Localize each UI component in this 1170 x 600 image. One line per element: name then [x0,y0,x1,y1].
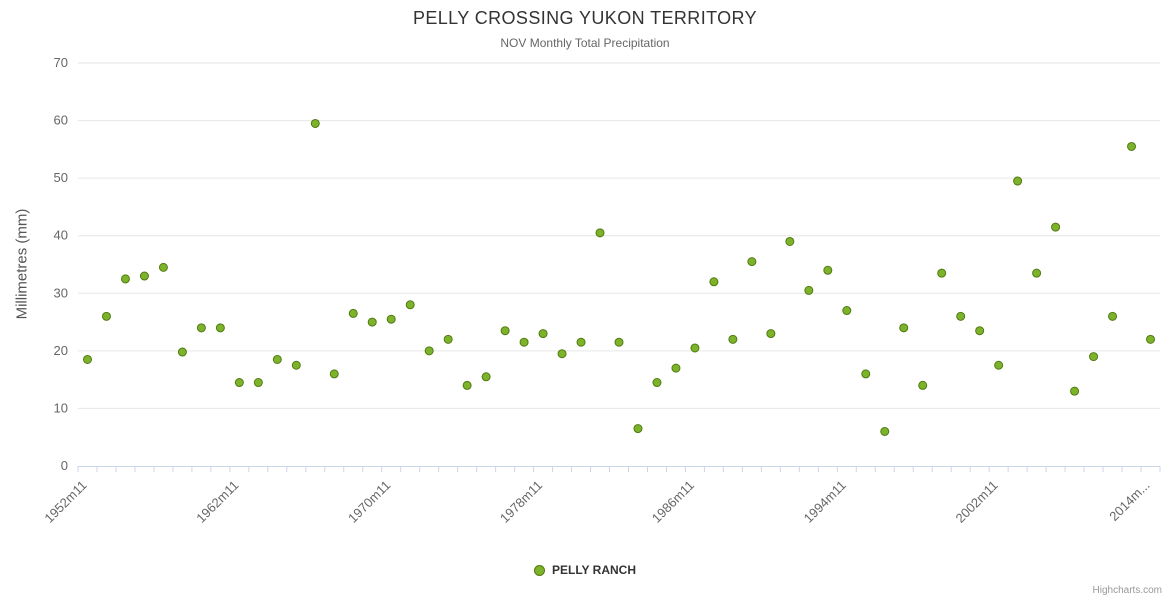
scatter-point[interactable] [500,326,510,336]
scatter-point[interactable] [272,354,282,364]
scatter-point[interactable] [823,265,833,275]
scatter-point[interactable] [747,257,757,267]
scatter-point[interactable] [614,337,624,347]
scatter-point[interactable] [671,363,681,373]
scatter-point[interactable] [557,349,567,359]
scatter-point[interactable] [899,323,909,333]
scatter-point[interactable] [1146,334,1156,344]
scatter-point[interactable] [538,329,548,339]
y-axis-tick-label: 70 [54,55,68,70]
scatter-point[interactable] [576,337,586,347]
scatter-point[interactable] [1089,352,1099,362]
scatter-point[interactable] [652,378,662,388]
scatter-point[interactable] [994,360,1004,370]
scatter-point[interactable] [177,347,187,357]
x-axis-tick-label: 1986m11 [649,478,697,526]
scatter-point[interactable] [215,323,225,333]
credits-link[interactable]: Highcharts.com [1092,585,1162,596]
scatter-point[interactable] [728,334,738,344]
scatter-point[interactable] [234,378,244,388]
scatter-point[interactable] [804,285,814,295]
scatter-point[interactable] [842,306,852,316]
scatter-point[interactable] [120,274,130,284]
scatter-point[interactable] [82,354,92,364]
scatter-point[interactable] [386,314,396,324]
x-axis-tick-label: 2014m... [1106,478,1152,524]
scatter-point[interactable] [633,424,643,434]
scatter-point[interactable] [519,337,529,347]
y-axis-tick-label: 40 [54,228,68,243]
scatter-point[interactable] [405,300,415,310]
scatter-point[interactable] [861,369,871,379]
scatter-point[interactable] [956,311,966,321]
x-axis-tick-label: 1994m11 [801,478,849,526]
scatter-point[interactable] [1070,386,1080,396]
scatter-point[interactable] [443,334,453,344]
scatter-point[interactable] [975,326,985,336]
y-axis-tick-label: 30 [54,285,68,300]
scatter-point[interactable] [766,329,776,339]
scatter-point[interactable] [1108,311,1118,321]
scatter-point[interactable] [367,317,377,327]
scatter-point[interactable] [880,426,890,436]
y-axis-tick-label: 50 [54,170,68,185]
y-axis-tick-label: 10 [54,400,68,415]
scatter-point[interactable] [462,380,472,390]
y-axis-tick-label: 60 [54,113,68,128]
scatter-point[interactable] [785,236,795,246]
scatter-point[interactable] [1051,222,1061,232]
y-axis-tick-label: 20 [54,343,68,358]
legend-label: PELLY RANCH [551,563,637,577]
scatter-point[interactable] [424,346,434,356]
scatter-point[interactable] [595,228,605,238]
scatter-point[interactable] [937,268,947,278]
scatter-point[interactable] [1013,176,1023,186]
scatter-point[interactable] [1032,268,1042,278]
scatter-point[interactable] [196,323,206,333]
scatter-point[interactable] [310,118,320,128]
scatter-point[interactable] [101,311,111,321]
x-axis-tick-label: 2002m11 [953,478,1001,526]
scatter-point[interactable] [291,360,301,370]
x-axis-tick-label: 1978m11 [497,478,545,526]
x-axis-tick-label: 1952m11 [41,478,89,526]
scatter-point[interactable] [348,308,358,318]
y-axis-tick-label: 0 [61,458,68,473]
scatter-point[interactable] [481,372,491,382]
scatter-point[interactable] [709,277,719,287]
x-axis-tick-label: 1962m11 [193,478,241,526]
scatter-point[interactable] [1127,141,1137,151]
scatter-point[interactable] [253,378,263,388]
legend-marker-icon [533,564,545,576]
chart-title: PELLY CROSSING YUKON TERRITORY [412,8,758,28]
scatter-point[interactable] [690,343,700,353]
legend-item-pelly-ranch[interactable]: PELLY RANCH [0,563,1170,577]
scatter-point[interactable] [139,271,149,281]
scatter-point[interactable] [158,262,168,272]
x-axis-tick-label: 1970m11 [345,478,393,526]
scatter-point[interactable] [329,369,339,379]
chart-subtitle: NOV Monthly Total Precipitation [500,36,670,50]
scatter-point[interactable] [918,380,928,390]
